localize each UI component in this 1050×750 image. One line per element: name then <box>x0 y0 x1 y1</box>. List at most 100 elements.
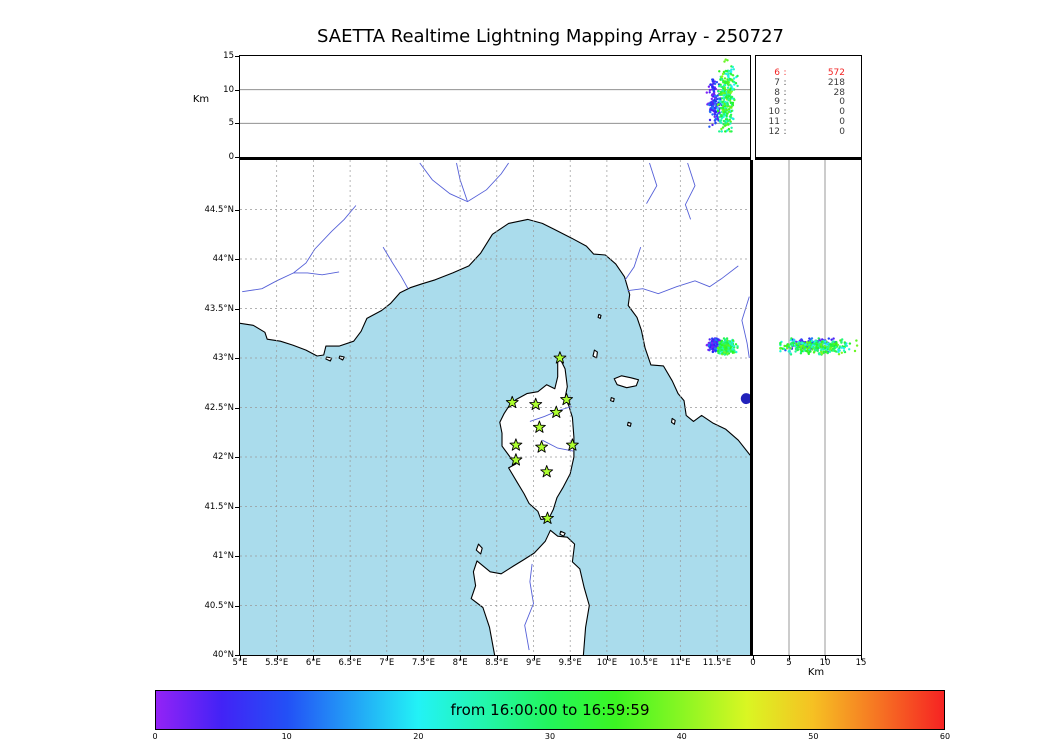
tick-mark <box>680 656 682 660</box>
tick-mark <box>350 656 352 660</box>
stats-row: 12:0 <box>768 126 845 137</box>
lon-tick-label: 8°E <box>452 658 468 668</box>
lightning-points <box>705 58 739 133</box>
colorbar-tick-label: 10 <box>281 732 292 741</box>
station-star <box>560 392 573 406</box>
altitude-longitude-plot <box>240 58 750 133</box>
colorbar-tick-label: 60 <box>939 732 951 741</box>
tick-mark <box>235 56 239 57</box>
tick-mark <box>386 656 388 660</box>
coastlines <box>240 160 750 655</box>
lon-tick-label: 9.5°E <box>558 658 582 668</box>
km-tick-label: 10 <box>819 658 831 668</box>
rivers <box>242 162 750 651</box>
lat-tick-label: 43.5°N <box>204 303 234 314</box>
station-star <box>509 453 523 466</box>
tick-mark <box>496 656 498 660</box>
tick-mark <box>240 656 241 660</box>
tick-mark <box>235 457 239 458</box>
colorbar-tick-label: 0 <box>152 732 158 741</box>
tick-mark <box>235 308 239 310</box>
tick-mark <box>643 656 645 660</box>
stats-row: 6:572 <box>774 68 845 78</box>
tick-mark <box>235 259 239 260</box>
lon-tick-label: 5°E <box>232 658 248 668</box>
map-panel <box>239 160 753 656</box>
tick-mark <box>235 605 239 607</box>
km-tick-label: 0 <box>750 658 756 668</box>
tick-mark <box>606 656 608 660</box>
tick-mark <box>825 656 826 660</box>
station-star <box>541 511 554 524</box>
altitude-axis-label-bottom: Km <box>807 667 825 678</box>
tick-mark <box>235 209 239 211</box>
km-tick-label: 15 <box>855 658 867 668</box>
time-colorbar: from 16:00:00 to 16:59:59 <box>155 690 945 730</box>
tick-mark <box>276 656 278 660</box>
lat-tick-label: 42.5°N <box>204 402 234 413</box>
lon-tick-label: 8.5°E <box>485 658 509 668</box>
stats-row: 11:0 <box>768 116 845 127</box>
tick-mark <box>235 556 239 557</box>
tick-mark <box>235 157 239 158</box>
colorbar-tick-label: 30 <box>544 732 556 741</box>
colorbar-tick-label: 50 <box>808 732 819 741</box>
tick-mark <box>235 506 239 508</box>
tick-mark <box>235 655 239 656</box>
km-tick-label: 5 <box>786 658 792 668</box>
lat-tick-label: 43°N <box>212 353 234 363</box>
lon-tick-label: 11.5°E <box>702 658 732 668</box>
tick-mark <box>716 656 718 660</box>
colorbar-tick-label: 20 <box>413 732 424 741</box>
alt-tick-label: 15 <box>223 51 234 61</box>
colorbar-tick-label: 40 <box>676 732 687 741</box>
lon-tick-label: 6.5°E <box>338 658 362 668</box>
tick-mark <box>861 656 862 660</box>
lat-tick-label: 40.5°N <box>204 600 234 611</box>
lat-tick-label: 44°N <box>212 254 234 264</box>
page-title: SAETTA Realtime Lightning Mapping Array … <box>317 26 784 47</box>
lat-tick-label: 40°N <box>212 650 234 660</box>
altitude-longitude-panel <box>239 55 751 160</box>
lon-tick-label: 7°E <box>379 658 395 668</box>
lake <box>740 393 750 405</box>
geographic-map <box>240 160 750 655</box>
colorbar-label: from 16:00:00 to 16:59:59 <box>450 701 650 719</box>
stats-row: 9:0 <box>774 97 845 108</box>
stats-rows: 6:572 7:218 8:28 9:0 10:0 11:0 12:0 <box>766 68 847 138</box>
alt-tick-label: 0 <box>228 152 234 162</box>
tick-mark <box>235 123 239 125</box>
tick-mark <box>533 656 535 660</box>
station-markers <box>505 351 579 524</box>
alt-tick-label: 5 <box>228 118 234 129</box>
lon-tick-label: 5.5°E <box>265 658 289 668</box>
lat-tick-label: 42°N <box>212 452 234 462</box>
stats-row: 10:0 <box>768 107 845 118</box>
lon-tick-label: 10.5°E <box>629 658 658 668</box>
lat-tick-label: 41°N <box>212 551 234 561</box>
lon-tick-label: 7.5°E <box>411 658 436 668</box>
source-count-stats-panel: 6:572 7:218 8:28 9:0 10:0 11:0 12:0 <box>755 55 862 160</box>
station-star <box>509 438 523 451</box>
lon-tick-label: 9°E <box>526 658 542 668</box>
altitude-latitude-plot <box>779 160 859 655</box>
lon-tick-label: 10°E <box>596 658 618 668</box>
station-star <box>549 405 563 418</box>
station-star <box>553 351 567 364</box>
station-star <box>540 465 554 478</box>
station-star <box>529 397 543 411</box>
tick-mark <box>423 656 425 660</box>
lon-tick-label: 6°E <box>305 658 321 668</box>
altitude-axis-label: Km <box>192 94 210 105</box>
tick-mark <box>235 407 239 409</box>
tick-mark <box>235 89 239 91</box>
tick-mark <box>789 656 790 660</box>
station-star <box>535 440 549 453</box>
tick-mark <box>753 656 754 660</box>
lightning-points <box>779 337 859 356</box>
tick-mark <box>460 656 462 660</box>
station-star <box>565 438 579 451</box>
station-star <box>505 395 519 409</box>
tick-mark <box>313 656 315 660</box>
